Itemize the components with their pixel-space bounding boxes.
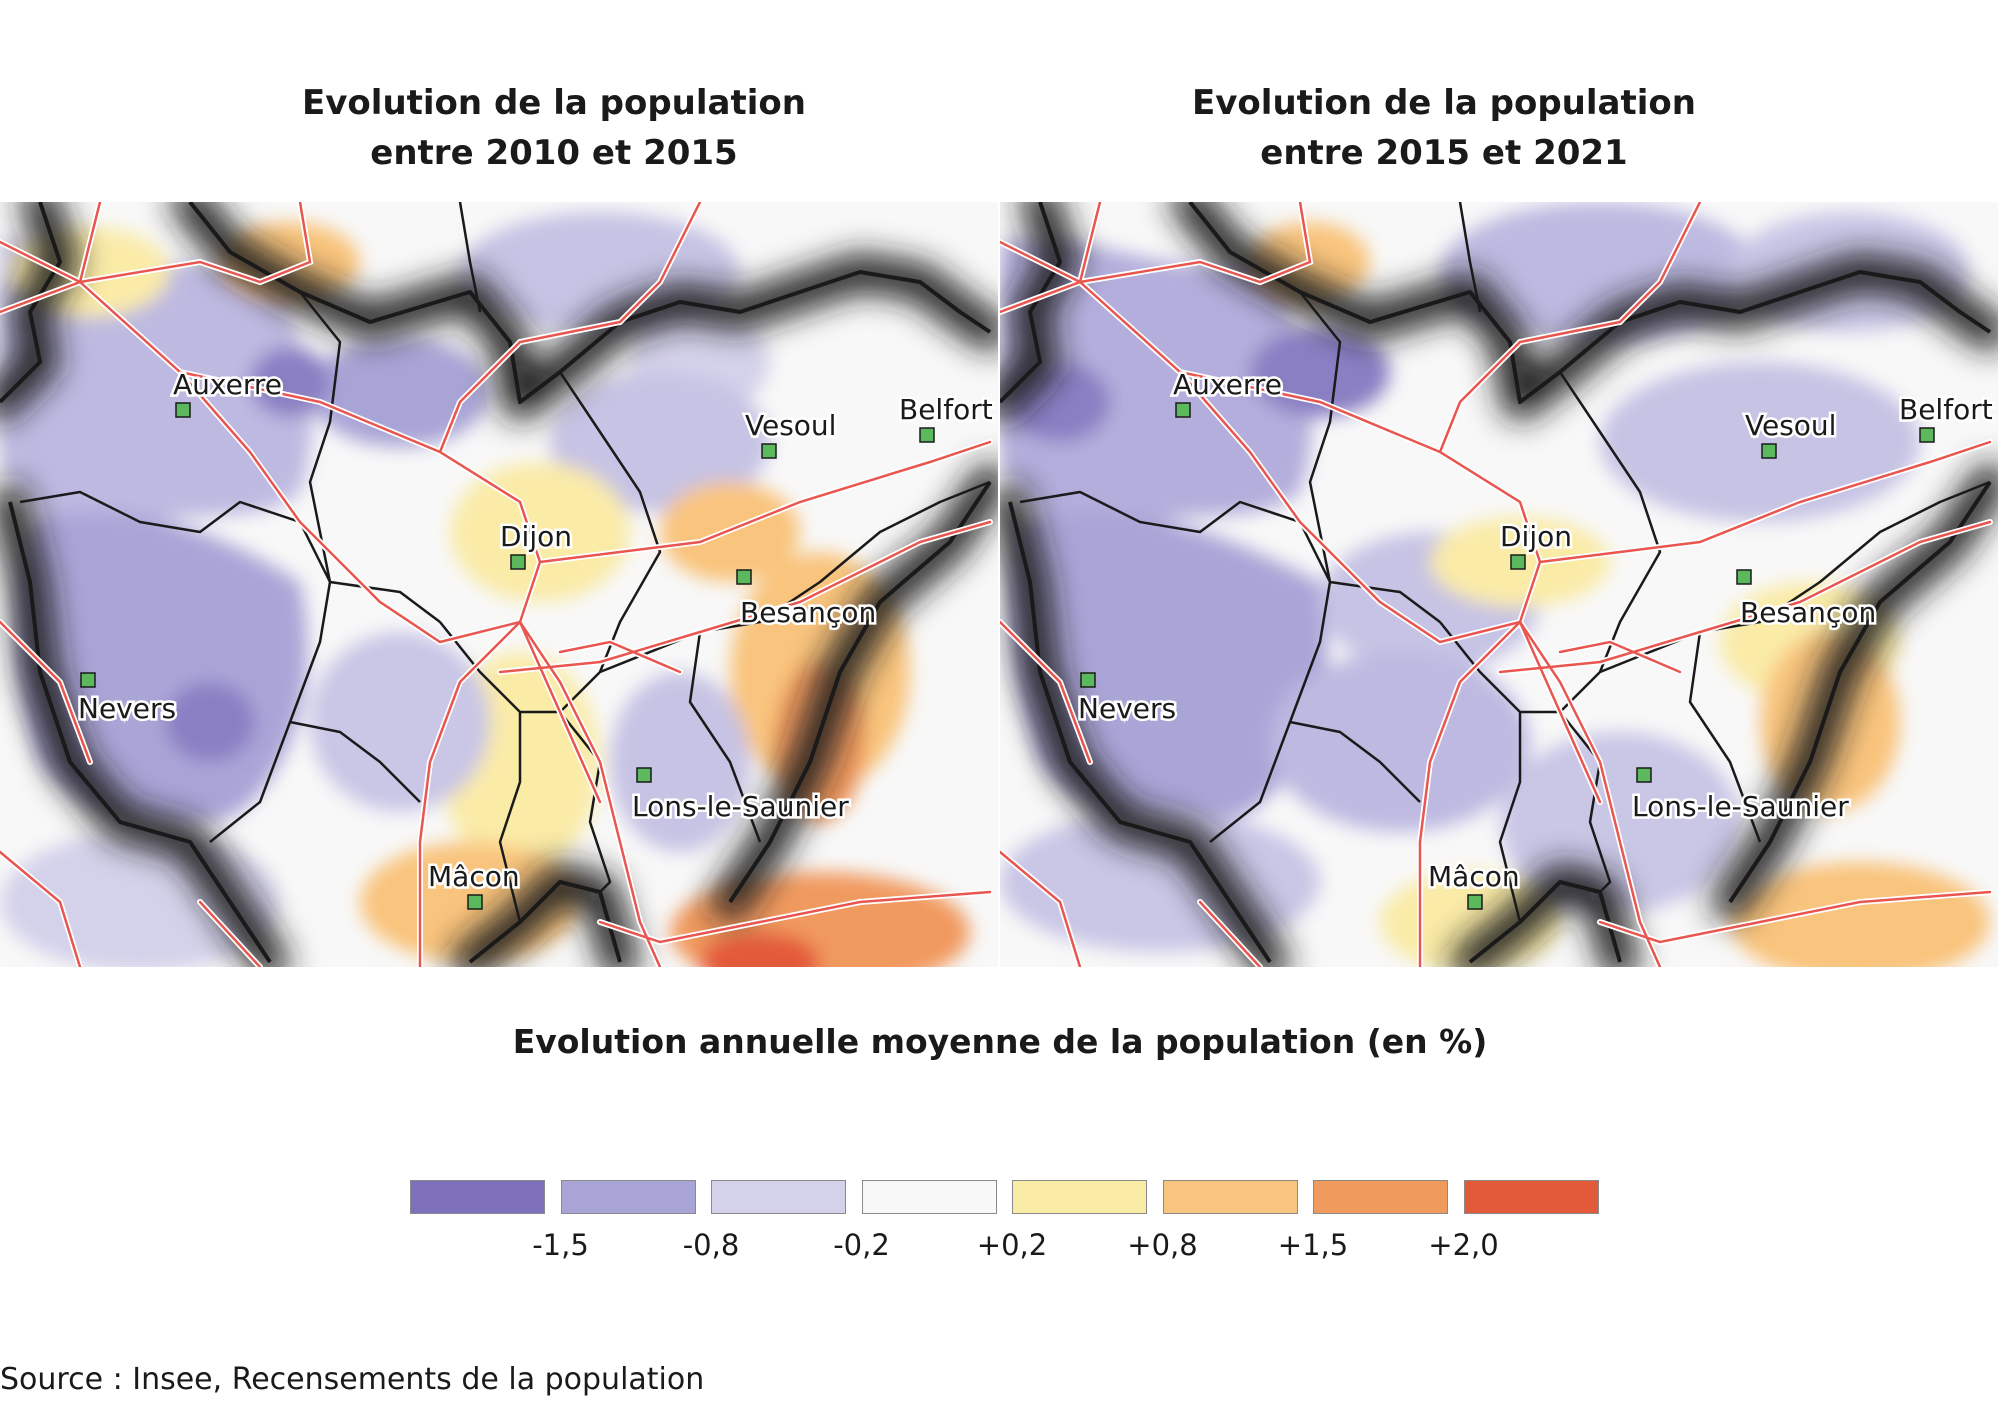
city-label-dijon: Dijon [1500, 520, 1572, 553]
city-marker-belfort [1919, 427, 1935, 443]
map-svg: Auxerre Vesoul Belfort Dijon Besançon Nevers L… [0, 202, 998, 967]
city-marker-dijon [510, 554, 526, 570]
city-marker-macon [467, 894, 483, 910]
city-marker-lons-le-saunier [636, 767, 652, 783]
legend-break-label: -0,2 [833, 1228, 890, 1262]
city-marker-nevers [1080, 672, 1096, 688]
city-marker-nevers [80, 672, 96, 688]
city-label-belfort: Belfort [899, 393, 993, 426]
city-marker-belfort [919, 427, 935, 443]
legend-break-label: -1,5 [532, 1228, 589, 1262]
city-marker-besancon [1736, 569, 1752, 585]
source-note: Source : Insee, Recensements de la popul… [0, 1362, 705, 1397]
city-label-vesoul: Vesoul [745, 409, 836, 442]
legend-break-label: +1,5 [1277, 1228, 1349, 1262]
city-marker-auxerre [1175, 402, 1191, 418]
legend-class-swatch [711, 1180, 846, 1214]
map-panel-2010-2015: Auxerre Vesoul Belfort Dijon Besançon Nevers L… [0, 202, 998, 967]
city-label-auxerre: Auxerre [1173, 368, 1282, 401]
city-marker-dijon [1510, 554, 1526, 570]
map-title-line1: Evolution de la population [1192, 83, 1696, 123]
city-marker-vesoul [1761, 443, 1777, 459]
city-label-nevers: Nevers [78, 692, 176, 725]
map-title-line1: Evolution de la population [302, 83, 806, 123]
department-boundaries [1000, 202, 1992, 964]
legend-class-swatch [861, 1180, 997, 1214]
city-markers: Auxerre Vesoul Belfort Dijon Besançon Nevers L… [76, 366, 995, 910]
road-network [1000, 202, 1993, 967]
map-svg: Auxerre Vesoul Belfort Dijon Besançon Nevers L… [1000, 202, 1998, 967]
city-marker-lons-le-saunier [1636, 767, 1652, 783]
legend-break-label: +0,8 [1127, 1228, 1198, 1262]
city-label-belfort: Belfort [1899, 393, 1993, 426]
city-label-macon: Mâcon [1428, 860, 1520, 893]
map-title-line2: entre 2010 et 2015 [370, 133, 738, 173]
department-boundaries [0, 202, 992, 964]
legend-title: Evolution annuelle moyenne de la populat… [512, 1022, 1488, 1061]
legend-break-labels: -1,5 -0,8 -0,2 +0,2 +0,8 +1,5 +2,0 [0, 1228, 2000, 1268]
legend-class-swatch [1012, 1180, 1147, 1214]
city-marker-macon [1467, 894, 1483, 910]
city-label-macon: Mâcon [428, 860, 520, 893]
legend-break-label: -0,8 [682, 1228, 740, 1262]
legend-class-swatch [560, 1180, 696, 1214]
legend-class-swatch [1162, 1180, 1298, 1214]
map-panel-2015-2021: Auxerre Vesoul Belfort Dijon Besançon Nevers L… [1000, 202, 1998, 967]
map-title-2010-2015: Evolution de la population entre 2010 et… [204, 78, 904, 178]
city-label-vesoul: Vesoul [1745, 409, 1836, 442]
road-network [0, 202, 993, 967]
city-marker-besancon [736, 569, 752, 585]
city-label-lons-le-saunier: Lons-le-Saunier [1632, 790, 1849, 823]
legend-class-swatch [1463, 1180, 1599, 1214]
city-marker-vesoul [761, 443, 777, 459]
legend-break-label: +0,2 [976, 1228, 1048, 1262]
city-label-besancon: Besançon [740, 596, 876, 629]
legend-class-swatch [410, 1180, 545, 1214]
legend-break-label: +2,0 [1428, 1228, 1499, 1262]
city-marker-auxerre [175, 402, 191, 418]
city-label-auxerre: Auxerre [173, 368, 282, 401]
city-label-dijon: Dijon [500, 520, 572, 553]
city-label-nevers: Nevers [1078, 692, 1176, 725]
legend-class-swatch [1313, 1180, 1448, 1214]
city-label-lons-le-saunier: Lons-le-Saunier [632, 790, 849, 823]
map-title-2015-2021: Evolution de la population entre 2015 et… [1094, 78, 1794, 178]
map-title-line2: entre 2015 et 2021 [1260, 133, 1628, 173]
city-markers: Auxerre Vesoul Belfort Dijon Besançon Nevers L… [1076, 366, 1995, 910]
city-label-besancon: Besançon [1740, 596, 1876, 629]
